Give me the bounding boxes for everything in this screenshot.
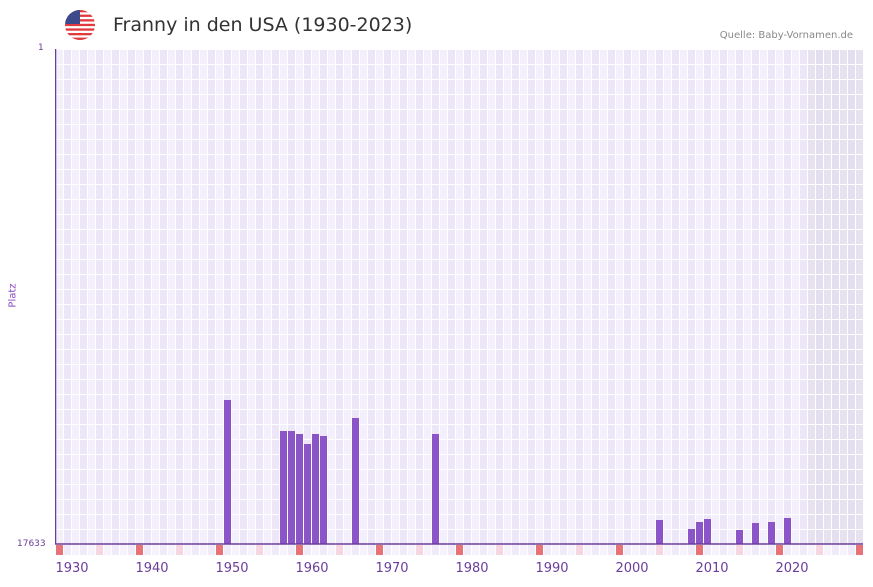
x-tick-label: 1930 (55, 561, 89, 576)
x-tick-label: 2020 (775, 561, 809, 576)
x-tick-label: 1990 (535, 561, 569, 576)
bar-1949 (224, 400, 231, 544)
bar-2019 (784, 518, 791, 544)
bar-2017 (768, 522, 775, 544)
bar-1961 (320, 436, 327, 544)
x-tick-label: 1970 (375, 561, 409, 576)
x-tick-label: 2010 (695, 561, 729, 576)
bar-2013 (736, 530, 743, 544)
bar-2009 (704, 519, 711, 544)
x-tick-label: 2000 (615, 561, 649, 576)
x-tick-label: 1980 (455, 561, 489, 576)
bar-1965 (352, 418, 359, 544)
bar-2003 (656, 520, 663, 544)
us-flag-icon (65, 10, 95, 40)
bar-1975 (432, 434, 439, 544)
bar-2008 (696, 522, 703, 544)
bar-2015 (752, 523, 759, 544)
bar-1960 (312, 434, 319, 544)
chart-plot-area (55, 49, 863, 555)
bar-1959 (304, 444, 311, 544)
x-tick-label: 1960 (295, 561, 329, 576)
chart-title: Franny in den USA (1930-2023) (113, 14, 413, 36)
bar-1958 (296, 434, 303, 544)
bar-1957 (288, 431, 295, 544)
y-tick-top: 1 (38, 43, 44, 53)
y-axis-title: Platz (7, 283, 19, 308)
x-tick-label: 1950 (215, 561, 249, 576)
x-tick-label: 1940 (135, 561, 169, 576)
bar-2007 (688, 529, 695, 544)
y-tick-bottom: 17633 (17, 539, 46, 549)
source-credit: Quelle: Baby-Vornamen.de (719, 30, 853, 41)
bar-1956 (280, 431, 287, 544)
